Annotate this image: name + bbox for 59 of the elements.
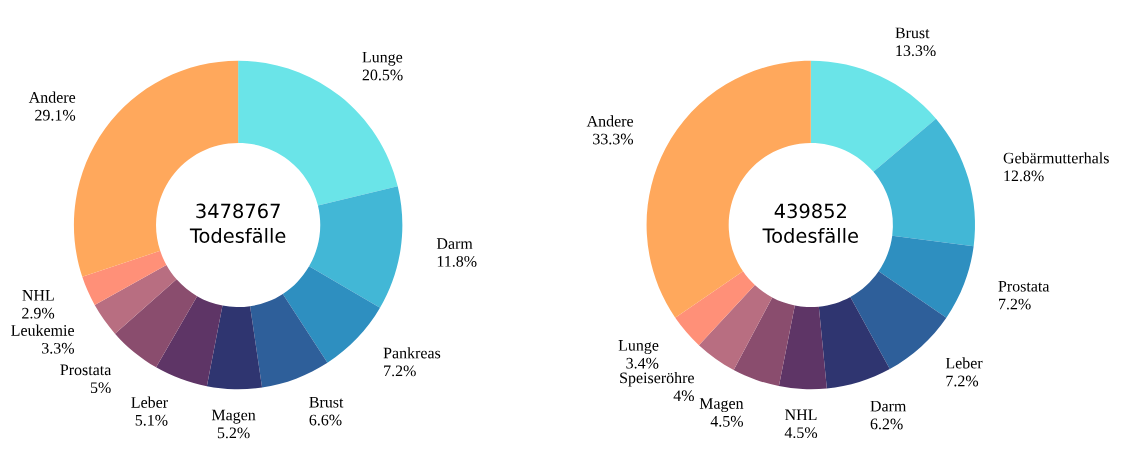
text: 439852 Todesfälle <box>762 203 858 244</box>
slice-label: Prostata <box>60 364 112 376</box>
data-label: 4.5% <box>784 427 818 439</box>
slice-label: Leber <box>131 396 168 408</box>
text: 3478767 Todesfälle <box>189 203 286 244</box>
donut-slice <box>698 285 773 370</box>
donut-slice <box>810 60 937 172</box>
donut-slice <box>282 266 381 363</box>
donut-slice <box>206 305 263 390</box>
slice-label: NHL <box>785 409 817 421</box>
slice-label: Leukemie <box>11 324 75 336</box>
data-label: 6.6% <box>309 414 342 426</box>
slice-label: NHL <box>22 290 54 301</box>
data-label: 7.2% <box>384 365 416 377</box>
data-label: 4.5% <box>710 415 744 427</box>
slice-label: Andere <box>28 91 76 103</box>
data-label: 5% <box>90 382 111 394</box>
data-label: 7.2% <box>946 375 979 387</box>
donut-slice <box>818 296 890 389</box>
slice-label: Brust <box>895 27 930 39</box>
donut-slice <box>850 271 947 369</box>
donut-slice <box>878 235 974 318</box>
data-label: 3.4% <box>626 357 659 369</box>
slice-label: Andere <box>586 115 634 127</box>
slice-label: Darm <box>870 400 907 412</box>
donut-slice <box>733 297 795 387</box>
donut-slice <box>873 118 976 247</box>
data-label: 3.3% <box>42 342 75 354</box>
donut-slice <box>156 296 223 387</box>
data-label: 13.3% <box>896 45 936 57</box>
donut-slice <box>114 279 198 368</box>
donut-slice <box>309 186 403 308</box>
slice-label: Magen <box>211 409 256 424</box>
data-label: 5.1% <box>135 414 168 426</box>
data-label: 33.3% <box>593 133 634 145</box>
data-label: 12.8% <box>1004 170 1044 182</box>
data-label: 20.5% <box>362 69 403 81</box>
slice-label: Pankreas <box>383 347 441 359</box>
donut-slice <box>250 293 328 388</box>
donut-slice <box>82 250 167 305</box>
donut-slice <box>94 264 177 334</box>
slice-label: Lunge <box>618 340 659 355</box>
slice-label: Gebärmutterhals <box>1003 152 1109 164</box>
slice-label: Lunge <box>362 51 403 66</box>
slice-label: Speiseröhre <box>620 372 694 387</box>
donut-slice <box>778 305 827 390</box>
data-label: 7.2% <box>999 298 1031 310</box>
data-label: 6.2% <box>870 418 903 430</box>
slice-label: Brust <box>309 396 344 408</box>
data-label: 5.2% <box>217 427 250 439</box>
data-label: 11.8% <box>437 255 477 267</box>
slice-label: Leber <box>945 357 983 369</box>
donut-slice <box>675 271 755 346</box>
slice-label: Prostata <box>998 281 1050 292</box>
slice-label: Magen <box>699 398 744 413</box>
slice-label: Darm <box>436 238 473 249</box>
data-label: 4% <box>673 390 694 402</box>
data-label: 2.9% <box>22 307 55 319</box>
data-label: 29.1% <box>35 109 76 121</box>
